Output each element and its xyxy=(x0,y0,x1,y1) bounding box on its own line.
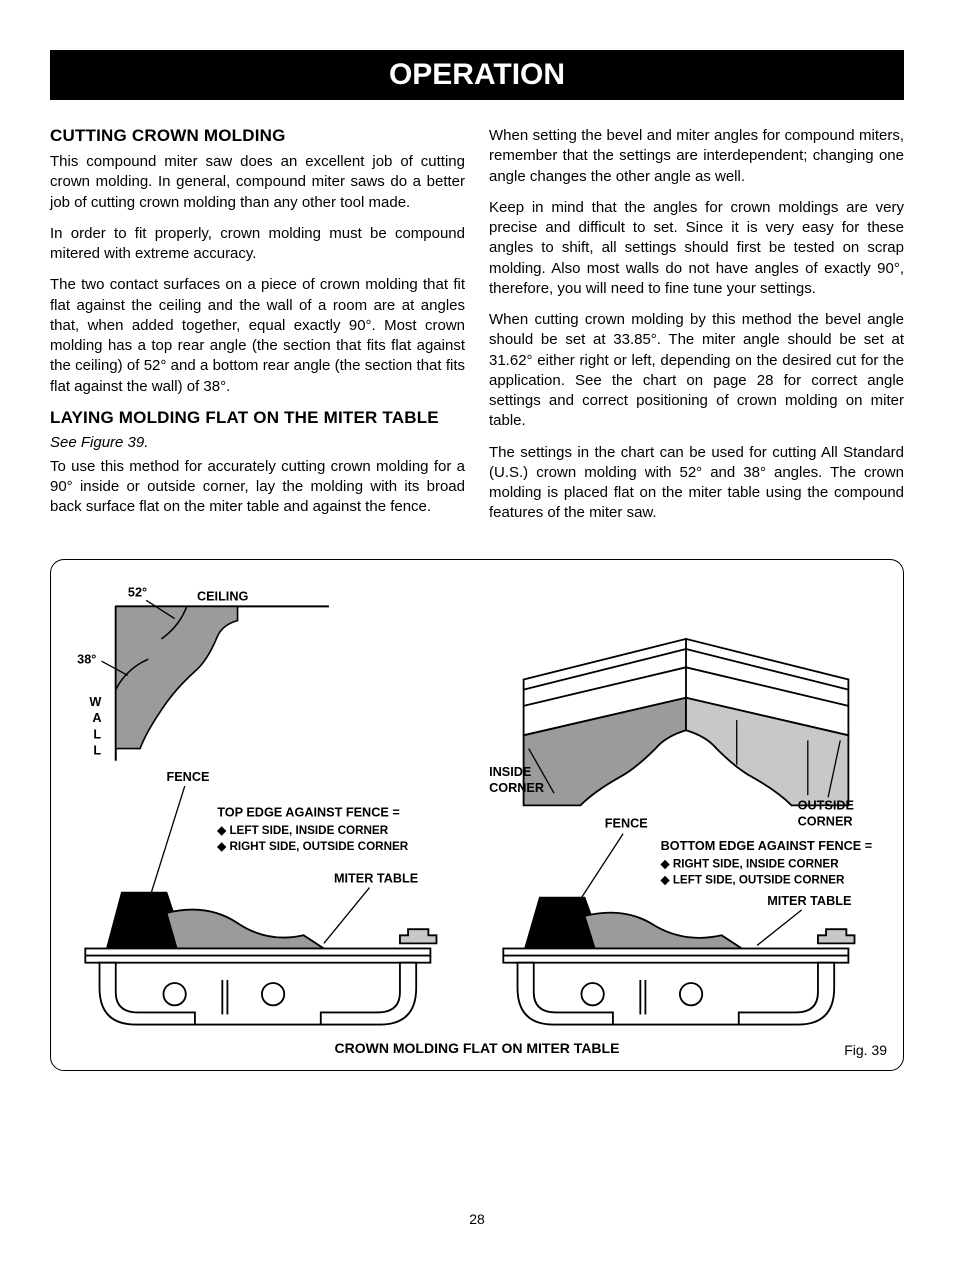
para: Keep in mind that the angles for crown m… xyxy=(489,198,904,299)
diagram-row: 52° 38° CEILING W A L L FENCE TOP EDGE A… xyxy=(65,578,889,1035)
diagram-right: INSIDE CORNER OUTSIDE CORNER FENCE BOTTO… xyxy=(483,578,889,1035)
label-miter-left: MITER TABLE xyxy=(334,871,418,885)
para: When setting the bevel and miter angles … xyxy=(489,126,904,187)
left-svg: 52° 38° CEILING W A L L FENCE TOP EDGE A… xyxy=(65,578,471,1030)
para: This compound miter saw does an excellen… xyxy=(50,152,465,213)
label-wall-a: A xyxy=(92,711,101,725)
para: In order to fit properly, crown molding … xyxy=(50,224,465,265)
right-column: When setting the bevel and miter angles … xyxy=(489,126,904,535)
label-bottom-edge-1: ◆ RIGHT SIDE, INSIDE CORNER xyxy=(660,857,840,870)
label-ceiling: CEILING xyxy=(197,589,249,603)
figure-caption: CROWN MOLDING FLAT ON MITER TABLE xyxy=(65,1040,889,1056)
para: To use this method for accurately cuttin… xyxy=(50,457,465,518)
diagram-left: 52° 38° CEILING W A L L FENCE TOP EDGE A… xyxy=(65,578,471,1035)
label-52: 52° xyxy=(128,585,147,599)
para: The two contact surfaces on a piece of c… xyxy=(50,275,465,397)
label-wall-l2: L xyxy=(93,743,101,757)
para: When cutting crown molding by this metho… xyxy=(489,310,904,432)
left-column: CUTTING CROWN MOLDING This compound mite… xyxy=(50,126,465,535)
figure-number: Fig. 39 xyxy=(844,1042,887,1058)
heading-cutting: CUTTING CROWN MOLDING xyxy=(50,126,465,146)
label-fence-left: FENCE xyxy=(167,769,210,783)
label-top-edge-1: ◆ LEFT SIDE, INSIDE CORNER xyxy=(216,823,388,836)
page-number: 28 xyxy=(50,1211,904,1227)
label-miter-right: MITER TABLE xyxy=(767,893,851,907)
label-bottom-edge-2: ◆ LEFT SIDE, OUTSIDE CORNER xyxy=(660,873,845,886)
para: The settings in the chart can be used fo… xyxy=(489,443,904,524)
content-columns: CUTTING CROWN MOLDING This compound mite… xyxy=(50,126,904,535)
label-inside-corner-1: INSIDE xyxy=(489,764,531,778)
label-fence-right: FENCE xyxy=(605,816,648,830)
figure-reference: See Figure 39. xyxy=(50,434,465,451)
label-bottom-edge-title: BOTTOM EDGE AGAINST FENCE = xyxy=(661,839,873,853)
label-outside-corner-1: OUTSIDE xyxy=(798,798,854,812)
label-wall-w: W xyxy=(89,694,101,708)
label-38: 38° xyxy=(77,652,96,666)
figure-39: 52° 38° CEILING W A L L FENCE TOP EDGE A… xyxy=(50,559,904,1072)
label-top-edge-2: ◆ RIGHT SIDE, OUTSIDE CORNER xyxy=(216,840,409,853)
heading-laying: LAYING MOLDING FLAT ON THE MITER TABLE xyxy=(50,408,465,428)
label-inside-corner-2: CORNER xyxy=(489,781,544,795)
label-outside-corner-2: CORNER xyxy=(798,814,853,828)
label-wall-l1: L xyxy=(93,727,101,741)
label-top-edge-title: TOP EDGE AGAINST FENCE = xyxy=(217,805,400,819)
page-title-bar: OPERATION xyxy=(50,50,904,100)
right-svg: INSIDE CORNER OUTSIDE CORNER FENCE BOTTO… xyxy=(483,578,889,1030)
